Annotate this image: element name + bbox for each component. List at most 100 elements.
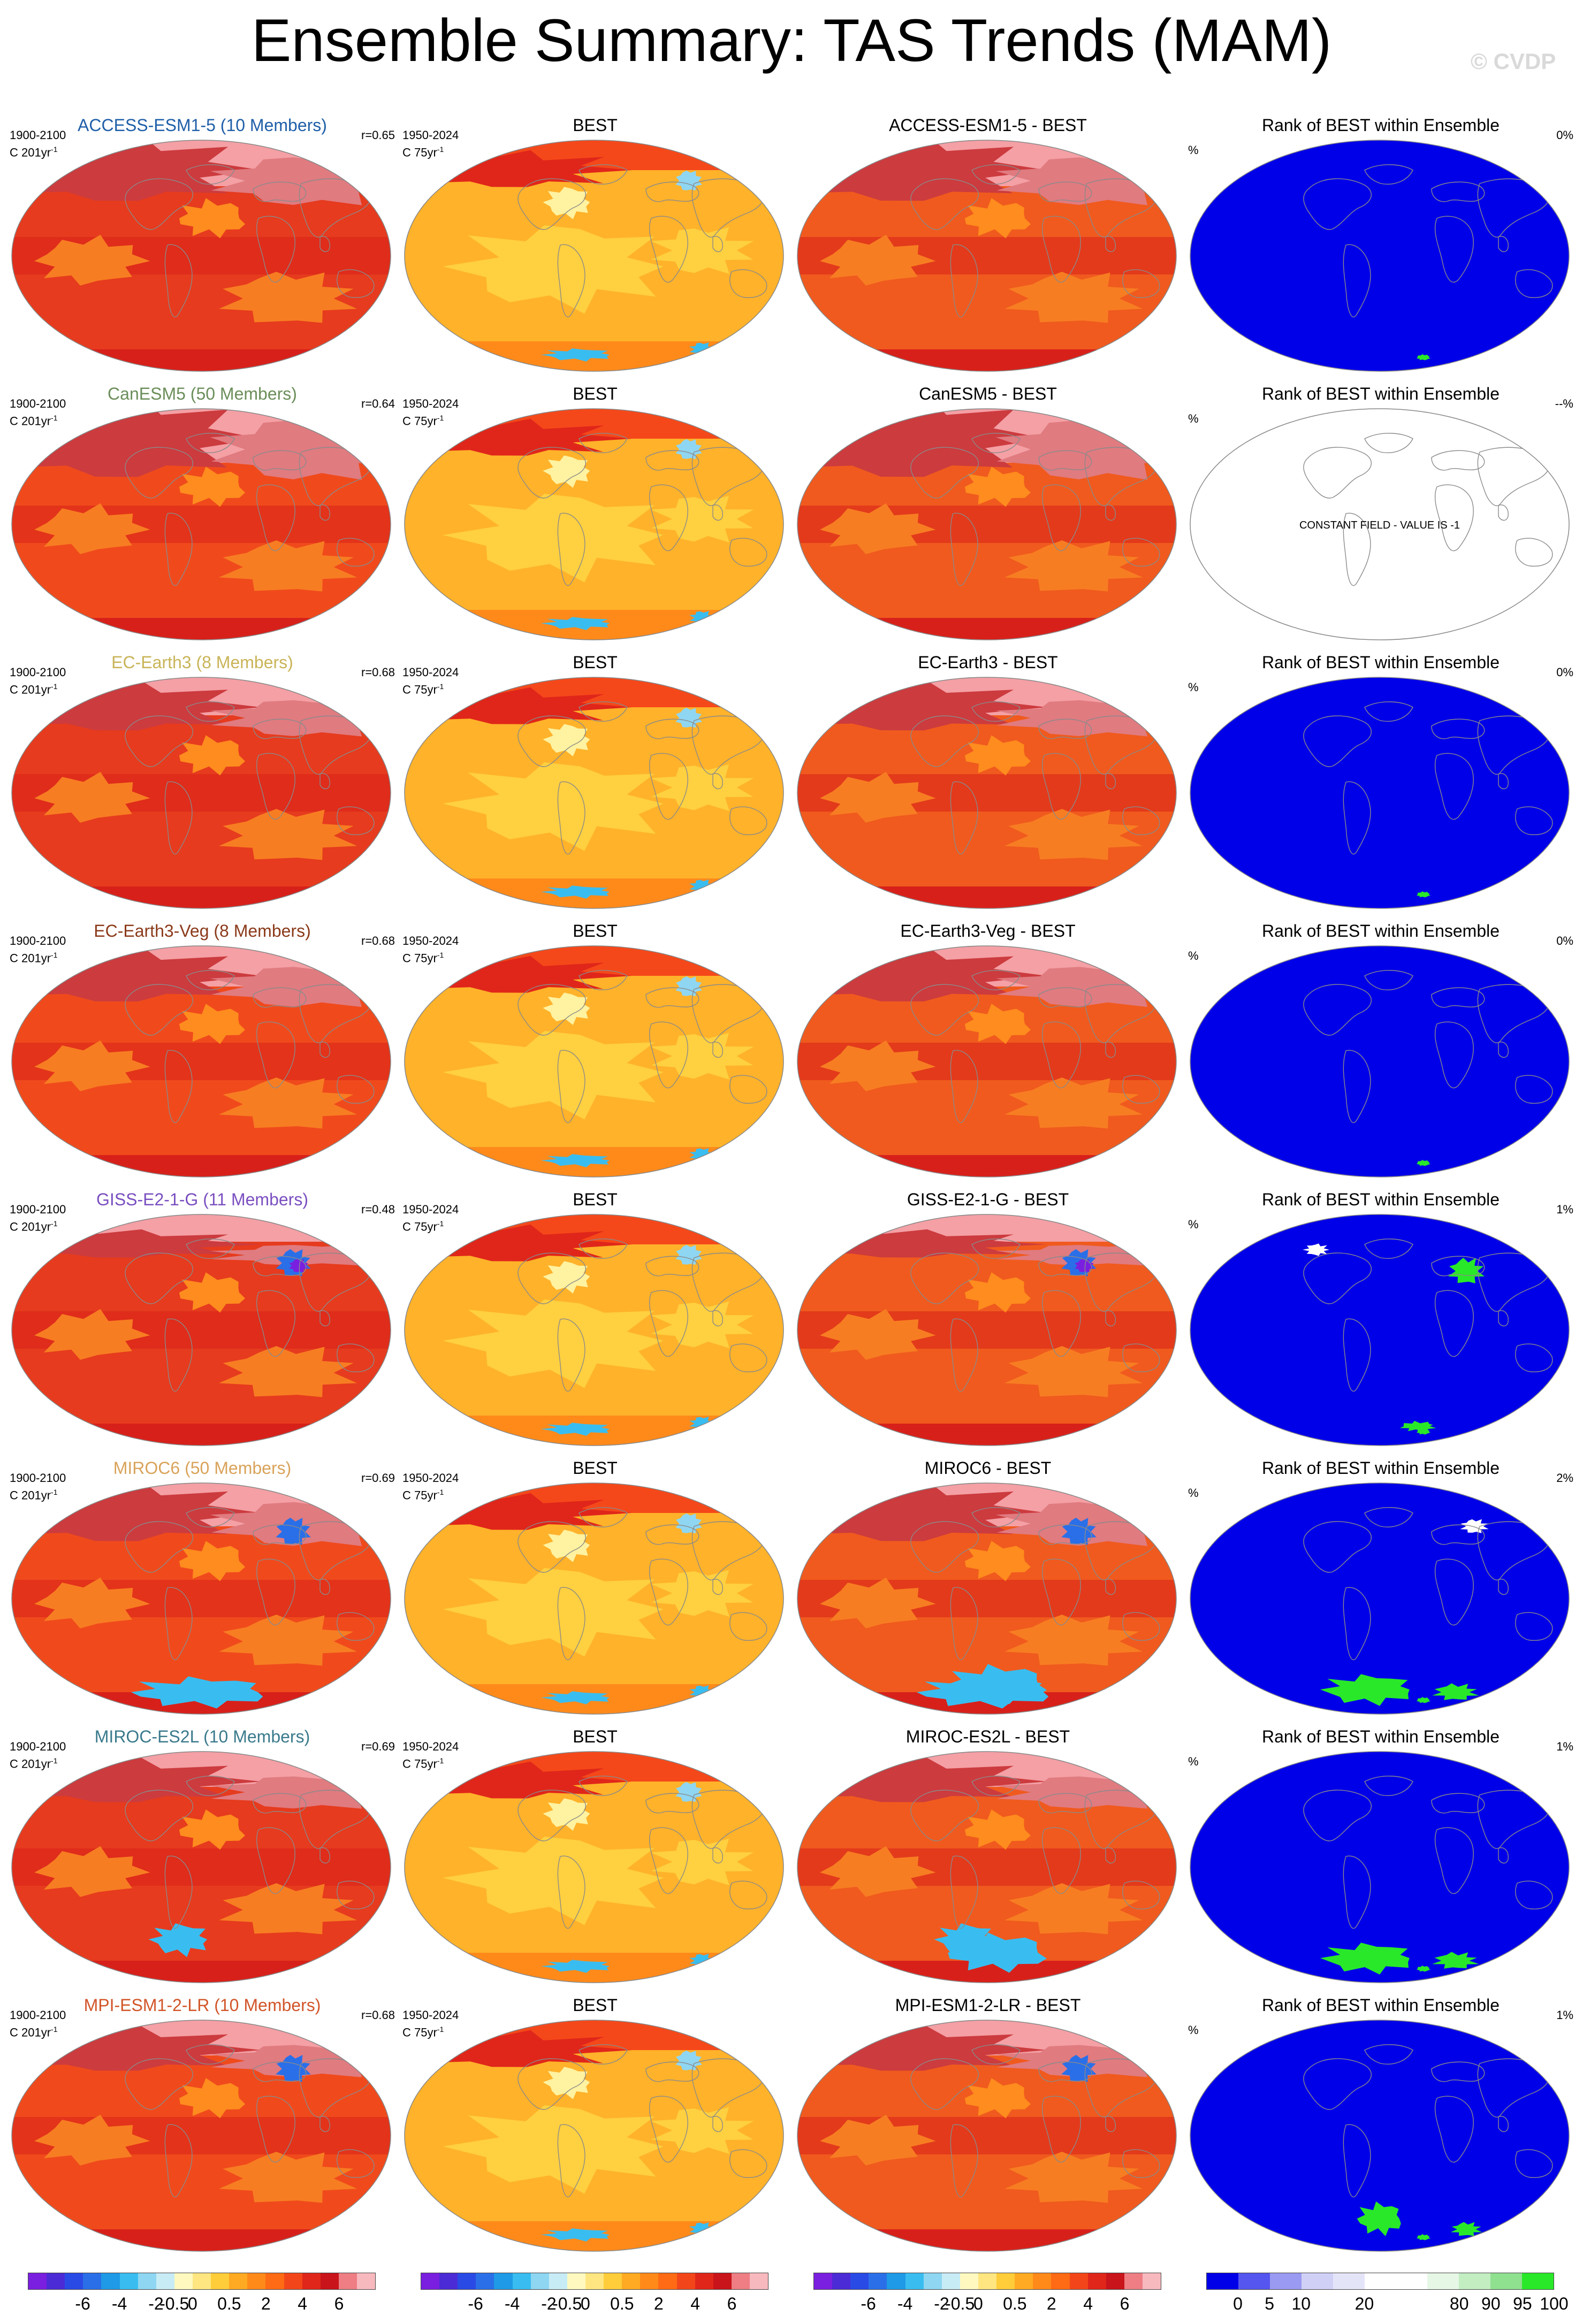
continent-outline	[971, 164, 1021, 185]
units-exponent: -1	[51, 951, 58, 959]
continent-outline	[1435, 1827, 1474, 1894]
panel-model-row-5: GISS-E2-1-G (11 Members) 1900-2100 C 201yr…	[10, 1189, 395, 1451]
continent-outline	[337, 1612, 375, 1641]
continent-outline	[337, 269, 375, 298]
colorbar-obs: -6 -4 -2 -0.5 0 0.5 2 4 6	[421, 2273, 768, 2317]
continent-outline	[1343, 2124, 1371, 2198]
colorbar-swatch	[1427, 2273, 1459, 2289]
colorbar-tick-label: 0	[973, 2294, 983, 2313]
map-model-row-3	[11, 677, 391, 909]
units-exponent: -1	[51, 1756, 58, 1765]
colorbar-swatch	[695, 2273, 713, 2289]
obs-title: BEST	[573, 384, 618, 403]
continent-outline	[729, 269, 767, 298]
units-exponent: -1	[437, 1756, 444, 1765]
map-diff-row-5	[797, 1214, 1177, 1446]
model-title: EC-Earth3 (8 Members)	[111, 653, 293, 672]
map-obs-row-7	[404, 1751, 784, 1983]
continent-outline	[1431, 1793, 1485, 1814]
colorbar-swatch	[512, 2273, 531, 2289]
diff-title: ACCESS-ESM1-5 - BEST	[889, 116, 1087, 135]
continent-outline	[186, 701, 235, 722]
continent-outline	[253, 718, 307, 739]
continent-outline	[649, 1290, 688, 1357]
continent-outline	[337, 1075, 375, 1104]
continent-outline	[1515, 538, 1553, 567]
continent-outline	[1303, 1521, 1372, 1573]
colorbar-swatch	[676, 2273, 695, 2289]
obs-period-info: 1950-2024 C 75yr-1	[402, 397, 459, 428]
continent-outline	[319, 504, 330, 521]
rank-title: Rank of BEST within Ensemble	[1261, 1996, 1500, 2015]
continent-outline	[517, 1252, 586, 1304]
colorbar-swatch	[978, 2273, 997, 2289]
continent-outline	[337, 538, 375, 567]
panel-obs-row-4: BEST 1950-2024 C 75yr-1	[402, 920, 788, 1182]
period: 1900-2100	[10, 397, 66, 410]
panel-rank-row-8: Rank of BEST within Ensemble 1%%	[1188, 1994, 1573, 2257]
continent-outline	[1435, 1290, 1474, 1357]
continent-outline	[1364, 2044, 1413, 2065]
continent-outline	[125, 1521, 193, 1573]
model-period-info: 1900-2100 C 201yr-1	[10, 397, 66, 428]
continent-outline	[1038, 2061, 1092, 2082]
pattern-correlation: r=0.48	[361, 1203, 395, 1216]
units-exponent: -1	[51, 1488, 58, 1496]
continent-outline	[579, 1507, 628, 1527]
panel-rank-row-5: Rank of BEST within Ensemble 1%%	[1188, 1189, 1573, 1451]
panel-diff-row-5: GISS-E2-1-G - BEST	[795, 1189, 1181, 1451]
continent-outline	[1042, 1290, 1081, 1357]
percent-sign: %	[1188, 681, 1199, 694]
colorbar-swatch	[530, 2273, 549, 2289]
continent-outline	[557, 781, 585, 855]
colorbar-swatch	[567, 2273, 585, 2289]
colorbar-model-swatches	[28, 2273, 376, 2290]
period: 1950-2024	[402, 1203, 459, 1216]
colorbar-swatch	[320, 2273, 339, 2289]
period: 1900-2100	[10, 666, 66, 679]
continent-outline	[1122, 806, 1160, 835]
continent-outline	[319, 1310, 330, 1327]
colorbar-swatch	[658, 2273, 677, 2289]
map-diff-row-2	[797, 408, 1177, 640]
continent-outline	[645, 718, 699, 739]
continent-outline	[1042, 216, 1081, 283]
continent-outline	[164, 513, 193, 586]
colorbar-tick-label: 0.5	[1003, 2294, 1027, 2313]
continent-outline	[1435, 753, 1474, 820]
continent-outline	[950, 244, 978, 318]
rank-title: Rank of BEST within Ensemble	[1261, 921, 1500, 941]
continent-outline	[256, 753, 295, 820]
continent-outline	[253, 450, 307, 471]
continent-outline	[319, 1042, 330, 1058]
colorbar-tick-label: 0	[580, 2294, 590, 2313]
continent-outline	[971, 2044, 1021, 2065]
continent-outline	[950, 1050, 978, 1123]
colorbar-swatch	[960, 2273, 978, 2289]
continent-outline	[1498, 1310, 1509, 1327]
continent-outline	[557, 1050, 585, 1123]
continent-outline	[1343, 513, 1371, 586]
period: 1950-2024	[402, 666, 459, 679]
period: 1900-2100	[10, 1740, 66, 1753]
colorbar-tick-label: 90	[1481, 2294, 1501, 2313]
units-exponent: -1	[437, 145, 444, 154]
continent-outline	[645, 1256, 699, 1276]
obs-period-info: 1950-2024 C 75yr-1	[402, 128, 459, 159]
colorbar-swatch	[247, 2273, 266, 2289]
continent-outline	[649, 216, 688, 283]
rank-percent-value: 1%	[1556, 1740, 1573, 1753]
panel-diff-row-2: CanESM5 - BEST	[795, 383, 1181, 645]
continent-outline	[1431, 1256, 1485, 1276]
continent-outline	[253, 1256, 307, 1276]
continent-outline	[517, 447, 586, 499]
rank-title: Rank of BEST within Ensemble	[1261, 116, 1500, 135]
continent-outline	[1515, 269, 1553, 298]
continent-outline	[256, 1290, 295, 1357]
map-rank-row-5	[1190, 1214, 1570, 1446]
percent-sign: %	[1188, 949, 1199, 962]
continent-outline	[1435, 216, 1474, 283]
map-diff-row-7	[797, 1751, 1177, 1983]
continent-outline	[1122, 1880, 1160, 1909]
continent-outline	[517, 1790, 586, 1841]
